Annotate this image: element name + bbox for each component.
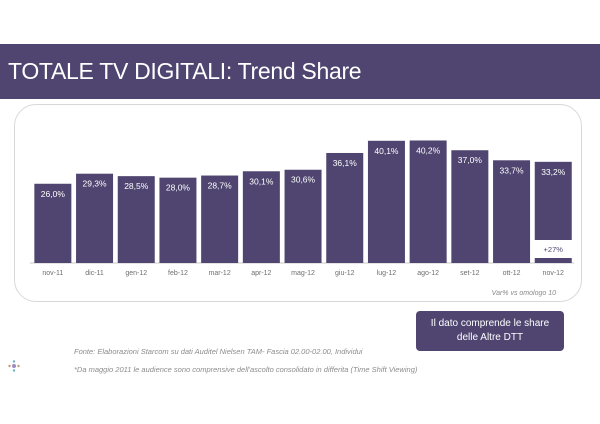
bar bbox=[117, 176, 155, 263]
segment-label: +27% bbox=[544, 245, 564, 254]
bar bbox=[201, 175, 239, 263]
callout-line-1: Il dato comprende le share bbox=[430, 318, 550, 329]
bar bbox=[242, 171, 280, 263]
bar-chart: 26,0% nov-11 29,3% dic-11 28,5% gen-12 28,0% fe… bbox=[30, 140, 575, 277]
starcom-logo-icon bbox=[8, 360, 20, 372]
footnote-text: *Da maggio 2011 le audience sono compren… bbox=[74, 365, 418, 374]
category-label: gen-12 bbox=[125, 270, 147, 277]
data-label: 30,6% bbox=[291, 175, 316, 185]
variation-note: Var% vs omologo 10 bbox=[491, 290, 556, 297]
data-label: 29,3% bbox=[82, 179, 107, 189]
bar bbox=[34, 183, 72, 263]
bar bbox=[367, 140, 405, 263]
bar bbox=[451, 150, 489, 263]
category-label: mar-12 bbox=[209, 270, 231, 277]
category-label: apr-12 bbox=[251, 270, 271, 277]
bar-segment bbox=[534, 258, 572, 263]
callout-box: Il dato comprende le share delle Altre D… bbox=[416, 311, 564, 351]
bar bbox=[284, 169, 322, 263]
category-label: nov-11 bbox=[42, 270, 63, 277]
category-label: dic-11 bbox=[85, 270, 104, 277]
category-label: nov-12 bbox=[543, 270, 565, 277]
page-title: TOTALE TV DIGITALI: Trend Share bbox=[8, 58, 362, 84]
data-label: 40,2% bbox=[416, 145, 441, 155]
data-label: 28,0% bbox=[166, 183, 191, 193]
data-label: 33,7% bbox=[499, 165, 524, 175]
source-text: Fonte: Elaborazioni Starcom su dati Audi… bbox=[74, 347, 363, 356]
data-label: 28,7% bbox=[208, 181, 233, 191]
data-label: 33,2% bbox=[541, 167, 566, 177]
callout-line-2: delle Altre DTT bbox=[456, 332, 524, 343]
data-label: 40,1% bbox=[374, 146, 399, 156]
data-label: 26,0% bbox=[41, 189, 66, 199]
title-band: TOTALE TV DIGITALI: Trend Share bbox=[0, 44, 600, 99]
data-label: 28,5% bbox=[124, 181, 149, 191]
category-label: set-12 bbox=[460, 270, 480, 277]
category-label: mag-12 bbox=[291, 270, 315, 277]
category-label: ott-12 bbox=[503, 270, 521, 277]
bar bbox=[409, 140, 447, 263]
category-label: giu-12 bbox=[335, 270, 355, 277]
bar bbox=[159, 177, 197, 263]
category-label: lug-12 bbox=[377, 270, 397, 277]
data-label: 30,1% bbox=[249, 176, 274, 186]
chart-frame: 26,0% nov-11 29,3% dic-11 28,5% gen-12 28,0% fe… bbox=[14, 104, 582, 302]
data-label: 37,0% bbox=[458, 155, 483, 165]
bar bbox=[326, 152, 364, 263]
bar bbox=[534, 161, 572, 240]
bar bbox=[493, 160, 531, 263]
category-label: ago-12 bbox=[417, 270, 439, 277]
bar bbox=[76, 173, 114, 263]
category-label: feb-12 bbox=[168, 270, 188, 277]
data-label: 36,1% bbox=[333, 158, 358, 168]
